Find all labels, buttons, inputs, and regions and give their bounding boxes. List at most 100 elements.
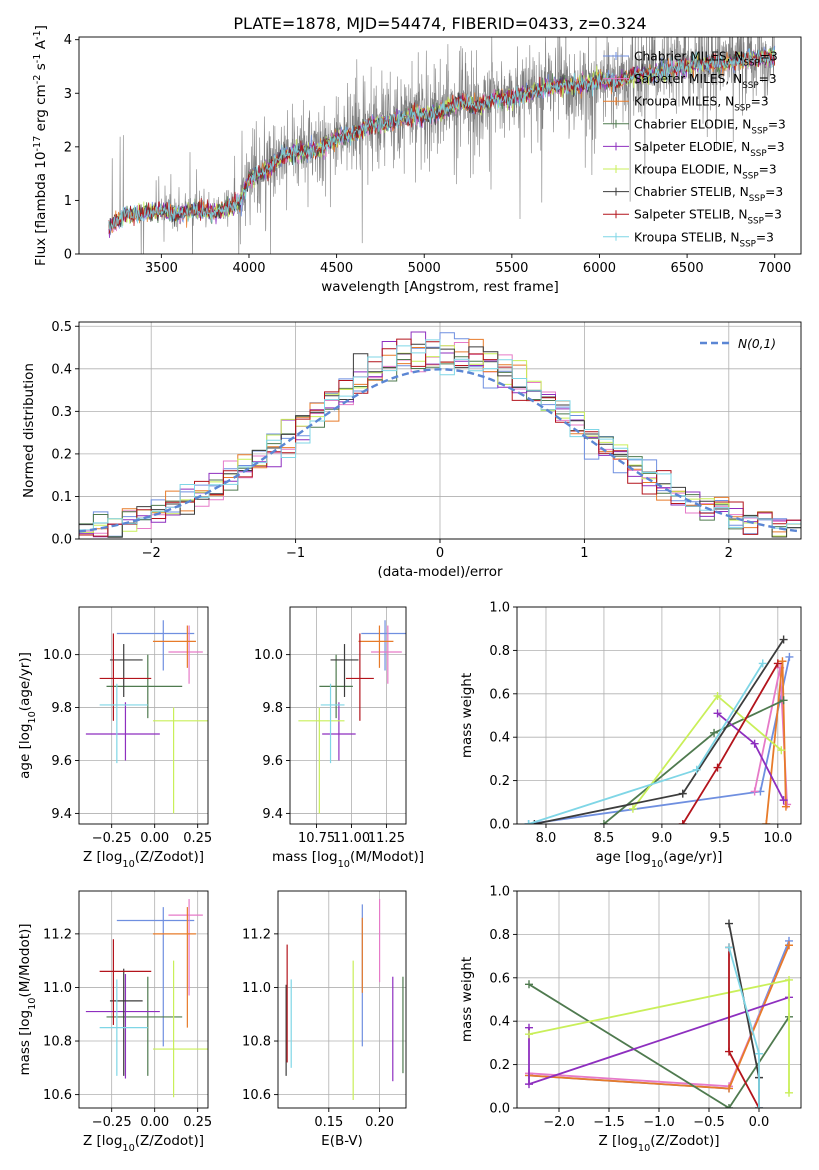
x-tick-label: 0.00 bbox=[140, 831, 169, 846]
y-tick-label: 10.6 bbox=[43, 1088, 72, 1103]
text-run: =3 bbox=[764, 208, 782, 222]
y-tick-label: 0.2 bbox=[489, 774, 510, 789]
text-run: 10 bbox=[651, 859, 663, 870]
text-run: Z [log bbox=[83, 849, 122, 865]
y-tick-label: 0.4 bbox=[489, 731, 510, 746]
legend-label: Chabrier MILES, NSSP=3 bbox=[634, 50, 778, 69]
y-tick-label: 0.8 bbox=[489, 928, 510, 943]
weight-point bbox=[628, 804, 637, 813]
y-tick-label: 11.2 bbox=[43, 927, 72, 942]
x-tick-label: 0 bbox=[436, 546, 444, 561]
y-tick-label: 0.8 bbox=[489, 644, 510, 659]
weight-point bbox=[725, 1047, 733, 1056]
x-tick-label: 0.20 bbox=[365, 1115, 394, 1130]
x-tick-label: 2 bbox=[725, 546, 733, 561]
x-tick-label: −0.5 bbox=[693, 1115, 725, 1130]
x-tick-label: 10.0 bbox=[763, 831, 792, 846]
text-run: (Z/Z bbox=[650, 1133, 678, 1149]
x-tick-label: 5000 bbox=[408, 261, 441, 276]
weight-point bbox=[713, 709, 722, 718]
weight-point bbox=[750, 739, 759, 748]
x-tick-label: −0.25 bbox=[92, 1115, 132, 1130]
weight-point bbox=[524, 820, 533, 824]
text-run: Kroupa ELODIE, N bbox=[634, 163, 742, 177]
x-tick-label: 11.00 bbox=[333, 831, 370, 846]
y-tick-label: 10.0 bbox=[43, 648, 72, 663]
x-tick-label: 4500 bbox=[320, 261, 353, 276]
axes-residuals: −2 −1 0 1 2 0.0 0.1 0.2 0.3 0.4 0.5 (data-model)/er… bbox=[21, 320, 802, 580]
text-run: (age/yr)] bbox=[663, 849, 722, 865]
text-run: =3 bbox=[765, 185, 783, 199]
text-run: Chabrier ELODIE, N bbox=[634, 117, 751, 131]
axes-frame bbox=[78, 606, 209, 825]
y-tick-label: 9.8 bbox=[51, 701, 72, 716]
axes-frame bbox=[289, 606, 407, 825]
text-run: odot)] bbox=[17, 923, 33, 964]
text-run: =3 bbox=[767, 140, 785, 154]
y-tick-label: 0.0 bbox=[489, 1102, 510, 1117]
plot-area-residuals bbox=[79, 331, 801, 538]
axes-spectrum: 3500 4000 4500 5000 5500 6000 6500 7000 0 1 2 3 4 wav… bbox=[32, 25, 802, 295]
weight-point bbox=[781, 802, 790, 811]
text-run: =3 bbox=[756, 230, 774, 244]
weight-point bbox=[710, 728, 719, 737]
legend-label: Kroupa MILES, NSSP=3 bbox=[634, 95, 769, 114]
axes-frame bbox=[78, 321, 802, 540]
y-axis-label: mass [log10(M/Modot)] bbox=[17, 923, 38, 1075]
text-run: SSP bbox=[750, 149, 766, 159]
x-tick-label: 6500 bbox=[671, 261, 704, 276]
plot-layer: 3500 4000 4500 5000 5500 6000 6500 7000 0 1 2 3 4 wav… bbox=[17, 25, 802, 1154]
y-tick-label: 0.2 bbox=[51, 447, 72, 462]
weight-point bbox=[778, 657, 787, 666]
x-tick-label: −0.25 bbox=[92, 831, 132, 846]
text-run: 10 bbox=[27, 711, 38, 723]
plot-area-age_vs_mass bbox=[298, 620, 406, 814]
axes-frame bbox=[277, 890, 407, 1109]
text-run: -2 bbox=[32, 75, 43, 85]
text-run: =3 bbox=[760, 50, 778, 64]
y-tick-label: 11.0 bbox=[242, 981, 271, 996]
y-tick-label: 1.0 bbox=[489, 885, 510, 900]
x-axis-label: mass [log10(M/Modot)] bbox=[272, 849, 424, 870]
weight-line bbox=[528, 983, 790, 1108]
normal-distribution-curve bbox=[79, 368, 801, 533]
legend-label: Kroupa STELIB, NSSP=3 bbox=[634, 230, 774, 249]
x-tick-label: −1.5 bbox=[593, 1115, 625, 1130]
axes-weight_vs_age: 8.0 8.5 9.0 9.5 10.0 0.0 0.2 0.4 0.6 0.8 1.0 age [l… bbox=[459, 601, 802, 870]
text-run: Flux [f bbox=[33, 220, 49, 266]
axes-frame bbox=[516, 890, 802, 1109]
y-tick-label: 0.4 bbox=[51, 362, 72, 377]
weight-point bbox=[725, 919, 733, 928]
y-tick-label: 2 bbox=[64, 140, 72, 155]
y-tick-label: 9.4 bbox=[262, 807, 283, 822]
weight-point bbox=[762, 820, 771, 824]
y-tick-label: 10.6 bbox=[242, 1088, 271, 1103]
weight-point bbox=[755, 1049, 763, 1058]
weight-point bbox=[725, 943, 733, 952]
y-tick-label: 1 bbox=[64, 194, 72, 209]
text-run: 10 bbox=[122, 1143, 134, 1154]
x-tick-label: 8.5 bbox=[594, 831, 615, 846]
y-tick-label: 0.4 bbox=[489, 1015, 510, 1030]
text-run: Chabrier MILES, N bbox=[634, 50, 743, 64]
y-tick-label: 0.1 bbox=[51, 490, 72, 505]
x-axis-label: wavelength [Angstrom, rest frame] bbox=[321, 279, 559, 295]
text-run: A bbox=[33, 39, 49, 53]
text-run: Salpeter MILES, N bbox=[634, 72, 742, 86]
x-axis-label: Z [log10(Z/Zodot)] bbox=[83, 849, 204, 870]
x-tick-label: −2 bbox=[142, 546, 161, 561]
x-tick-label: 5500 bbox=[495, 261, 528, 276]
weight-point bbox=[525, 1030, 533, 1039]
text-run: -17 bbox=[32, 136, 43, 152]
y-tick-label: 0.6 bbox=[489, 971, 510, 986]
plot-area-mass_vs_Z bbox=[85, 899, 208, 1098]
x-tick-label: 1 bbox=[580, 546, 588, 561]
figure-title: PLATE=1878, MJD=54474, FIBERID=0433, z=0… bbox=[233, 14, 646, 33]
text-run: s bbox=[33, 63, 49, 74]
x-tick-label: 3500 bbox=[145, 261, 178, 276]
x-tick-label: 8.0 bbox=[536, 831, 557, 846]
y-tick-label: 9.6 bbox=[262, 754, 283, 769]
y-tick-label: 0.6 bbox=[489, 687, 510, 702]
